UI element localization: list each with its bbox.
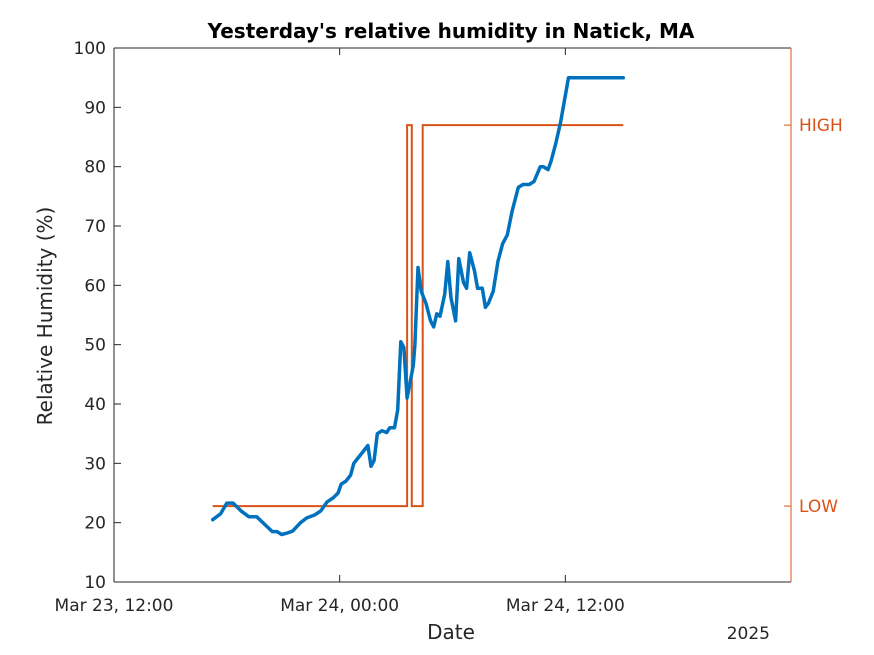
y-tick-label: 10 [84,573,106,593]
y-tick-label: 40 [84,395,106,415]
x-axis-label: Date [427,620,475,644]
y-axis-label: Relative Humidity (%) [33,207,57,426]
x-axis-year-label: 2025 [727,624,770,644]
y-tick-label: 50 [84,336,106,356]
y-tick-label: 20 [84,514,106,534]
state-series-line [212,124,624,508]
x-tick-label: Mar 23, 12:00 [55,596,174,616]
x-tick-label: Mar 24, 12:00 [506,596,625,616]
y-tick-label: 100 [74,39,106,59]
right-tick-label-low: LOW [799,497,838,517]
y-tick-label: 70 [84,217,106,237]
y-tick-label: 30 [84,454,106,474]
right-tick-label-high: HIGH [799,116,843,136]
chart-title: Yesterday's relative humidity in Natick,… [207,19,695,43]
humidity-series-line [210,75,626,537]
y-tick-label: 90 [84,98,106,118]
y-tick-label: 60 [84,276,106,296]
y-tick-label: 80 [84,158,106,178]
x-tick-label: Mar 24, 00:00 [280,596,399,616]
